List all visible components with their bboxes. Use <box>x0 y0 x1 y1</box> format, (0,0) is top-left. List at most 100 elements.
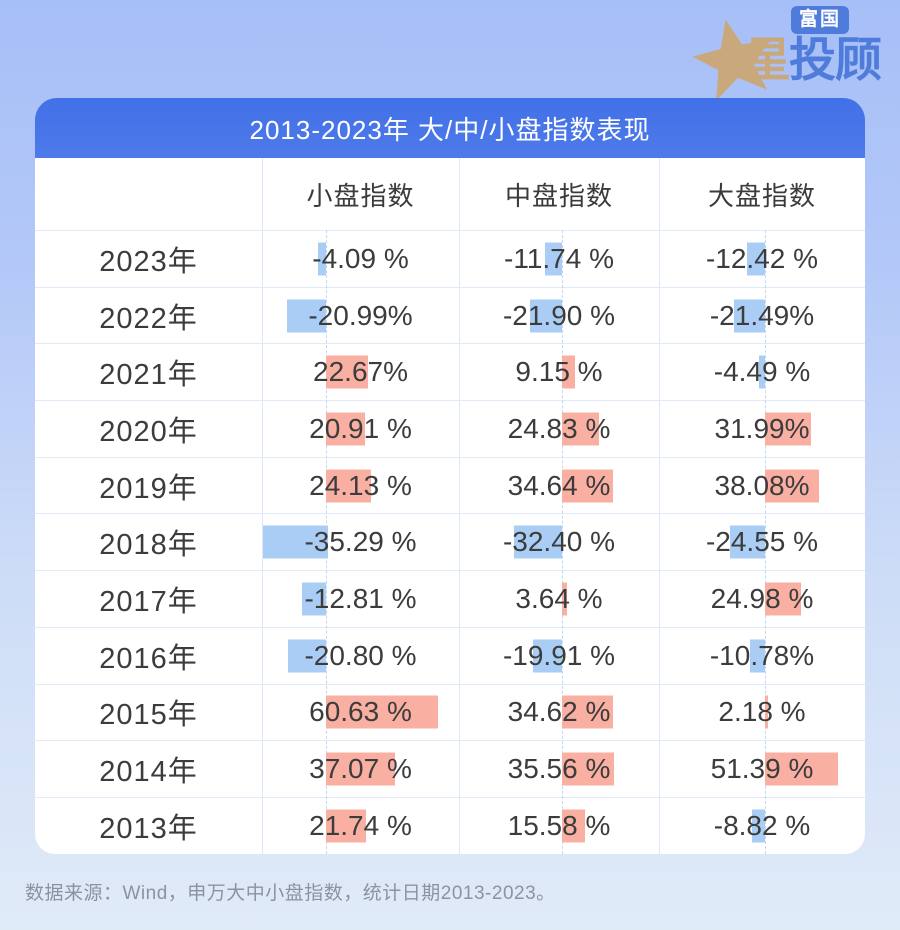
value-bar <box>514 525 562 559</box>
value-cell-large-cap: 51.39 % <box>659 741 865 797</box>
table-row: 2018年 -35.29 % -32.40 % -24.55 % <box>35 513 865 570</box>
value-text: 2.18 % <box>718 696 806 728</box>
year-label: 2021年 <box>99 359 198 392</box>
value-text: 9.15 % <box>515 356 603 388</box>
value-cell-large-cap: -4.49 % <box>659 344 865 400</box>
table-row: 2016年 -20.80 % -19.91 % -10.78% <box>35 626 865 684</box>
value-text: -11.74 % <box>504 242 614 274</box>
value-cell-mid-cap: 34.64 % <box>459 458 659 514</box>
value-bar <box>326 809 367 843</box>
value-bar <box>765 752 839 786</box>
value-text: 34.64 % <box>507 469 611 501</box>
value-cell-small-cap: -20.80 % <box>262 628 459 684</box>
value-cell-small-cap: -35.29 % <box>262 514 459 570</box>
value-cell-small-cap: 60.63 % <box>262 685 459 741</box>
data-source-note: 数据来源：Wind，申万大中小盘指数，统计日期2013-2023。 <box>25 883 556 904</box>
value-cell-small-cap: -4.09 % <box>262 231 459 287</box>
value-cell-large-cap: -12.42 % <box>659 231 865 287</box>
logo-wordmark: 投顾 <box>789 33 882 86</box>
table-row: 2014年 37.07 % 35.56 % 51.39 % <box>35 740 865 797</box>
card-title: 2013-2023年 大/中/小盘指数表现 <box>35 98 865 158</box>
column-divider <box>459 158 460 854</box>
value-text: -10.78% <box>709 639 815 671</box>
value-bar <box>765 582 801 616</box>
value-bar <box>326 752 395 786</box>
value-text: 38.08% <box>714 469 810 501</box>
year-label: 2017年 <box>99 585 198 618</box>
value-text: -24.55 % <box>705 526 819 558</box>
column-header-large-cap: 大盘指数 <box>707 180 816 211</box>
value-text: -4.09 % <box>312 242 409 274</box>
star-icon <box>692 19 772 100</box>
zero-axis-line-large-cap <box>765 230 766 854</box>
value-text: -21.49% <box>709 299 815 331</box>
value-bar <box>302 582 326 616</box>
value-text: 34.62 % <box>507 696 611 728</box>
year-label: 2022年 <box>99 302 198 335</box>
value-bar <box>562 752 615 786</box>
value-text: -4.49 % <box>713 356 811 388</box>
brand-logo: 星 投顾 富国 <box>692 6 888 100</box>
year-label: 2023年 <box>99 245 198 278</box>
table-row: 2013年 21.74 % 15.58 % -8.82 % <box>35 796 865 854</box>
value-text: 24.98 % <box>710 582 814 614</box>
value-text: 37.07 % <box>309 753 412 785</box>
value-text: -12.42 % <box>705 242 819 274</box>
year-label: 2013年 <box>99 812 198 845</box>
value-cell-small-cap: 22.67% <box>262 344 459 400</box>
logo-star-character: 星 <box>744 33 791 86</box>
performance-table: 小盘指数 中盘指数 大盘指数 2023年 -4.09 % -11.74 % -1… <box>35 158 865 854</box>
zero-axis-line-mid-cap <box>562 230 563 854</box>
table-row: 2017年 -12.81 % 3.64 % 24.98 % <box>35 570 865 627</box>
value-bar <box>562 412 599 446</box>
value-cell-small-cap: -20.99% <box>262 288 459 344</box>
logo-badge: 富国 <box>791 6 850 34</box>
value-bar <box>326 355 368 389</box>
value-bar <box>544 242 562 276</box>
year-label: 2016年 <box>99 642 198 675</box>
value-cell-mid-cap: 34.62 % <box>459 685 659 741</box>
value-bar <box>263 525 329 559</box>
value-text: -20.99% <box>308 299 413 331</box>
value-text: 24.13 % <box>309 469 412 501</box>
value-bar <box>729 525 765 559</box>
value-text: -32.40 % <box>502 526 616 558</box>
value-cell-large-cap: -10.78% <box>659 628 865 684</box>
value-text: 22.67% <box>313 356 408 388</box>
year-label: 2018年 <box>99 529 198 562</box>
table-row: 2015年 60.63 % 34.62 % 2.18 % <box>35 683 865 741</box>
value-bar <box>529 299 562 333</box>
value-bar <box>562 355 576 389</box>
index-performance-card: 2013-2023年 大/中/小盘指数表现 小盘指数 中盘指数 大盘指数 202… <box>35 98 865 854</box>
value-bar <box>287 639 326 673</box>
value-cell-small-cap: 21.74 % <box>262 798 459 854</box>
value-cell-large-cap: -8.82 % <box>659 798 865 854</box>
column-header-mid-cap: 中盘指数 <box>504 180 613 211</box>
value-cell-small-cap: 20.91 % <box>262 401 459 457</box>
value-cell-small-cap: 37.07 % <box>262 741 459 797</box>
table-header-row: 小盘指数 中盘指数 大盘指数 <box>35 158 865 230</box>
value-cell-mid-cap: 24.83 % <box>459 401 659 457</box>
column-header-small-cap: 小盘指数 <box>306 180 415 211</box>
table-row: 2020年 20.91 % 24.83 % 31.99% <box>35 400 865 457</box>
year-label: 2020年 <box>99 415 198 448</box>
value-bar <box>562 695 613 729</box>
value-bar <box>752 809 765 843</box>
value-bar <box>326 695 439 729</box>
year-label: 2019年 <box>99 472 198 505</box>
table-row: 2019年 24.13 % 34.64 % 38.08% <box>35 456 865 514</box>
value-text: -21.90 % <box>502 299 616 331</box>
value-text: 51.39 % <box>710 753 814 785</box>
value-text: 35.56 % <box>507 753 611 785</box>
value-bar <box>287 299 326 333</box>
table-row: 2022年 -20.99% -21.90 % -21.49% <box>35 286 865 344</box>
column-divider <box>262 158 263 854</box>
value-bar <box>562 582 568 616</box>
value-cell-mid-cap: -19.91 % <box>459 628 659 684</box>
value-cell-large-cap: -21.49% <box>659 288 865 344</box>
value-text: 20.91 % <box>309 412 412 444</box>
value-text: -12.81 % <box>304 582 417 614</box>
value-cell-small-cap: 24.13 % <box>262 458 459 514</box>
table-body: 2023年 -4.09 % -11.74 % -12.42 % 2022年 -2… <box>35 230 865 854</box>
value-text: 15.58 % <box>507 809 611 841</box>
